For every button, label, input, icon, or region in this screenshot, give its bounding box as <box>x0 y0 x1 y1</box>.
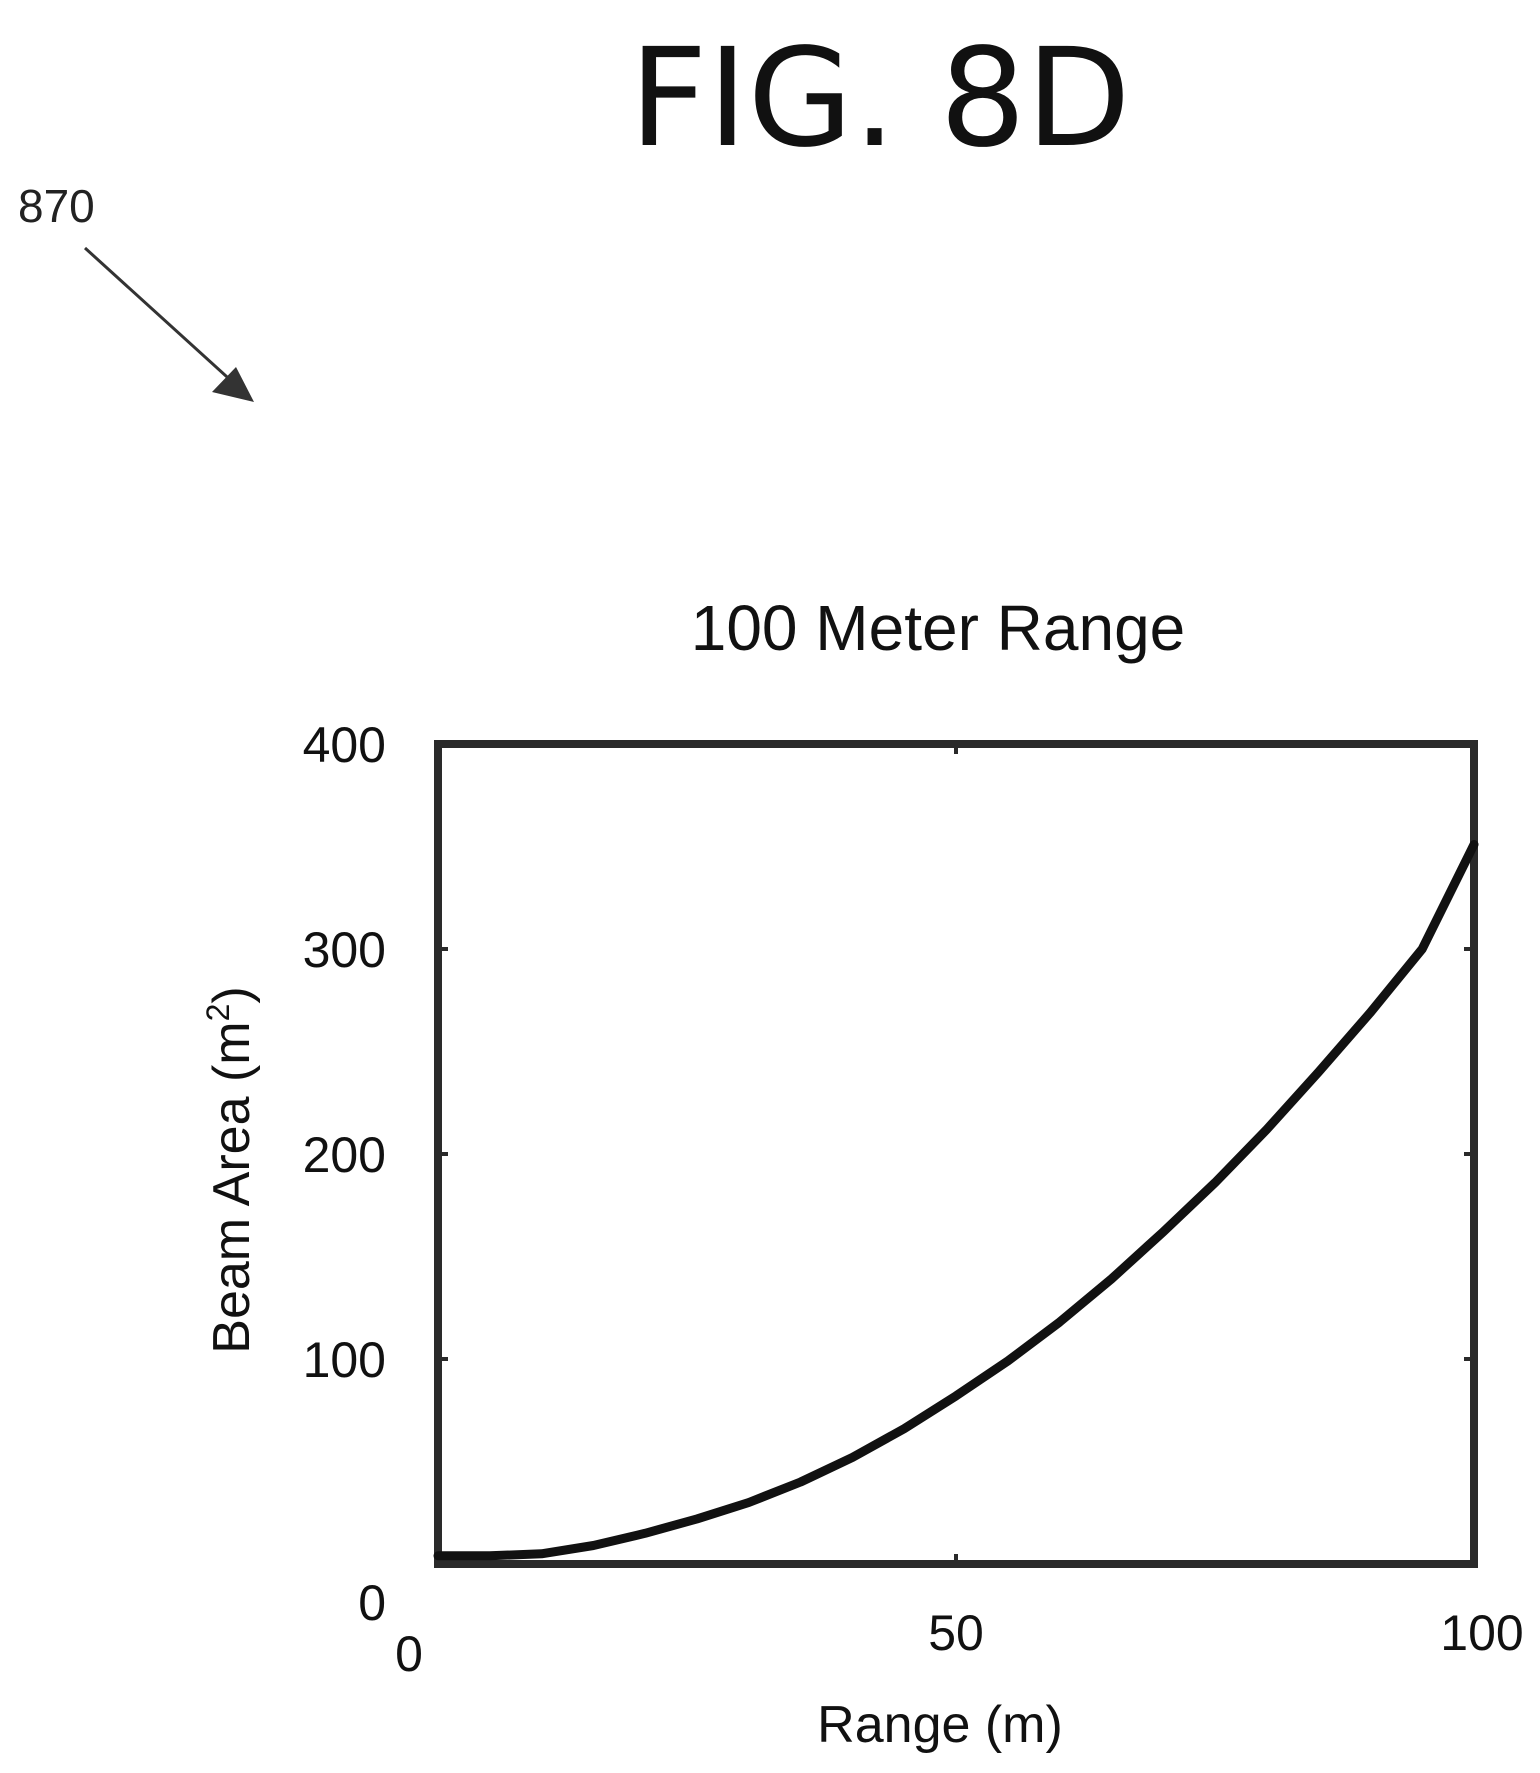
y-tick-label: 400 <box>303 717 386 773</box>
x-tick-label: 100 <box>1440 1605 1523 1661</box>
y-axis-label: Beam Area (m2) <box>200 986 261 1353</box>
series-line <box>433 840 1479 1561</box>
y-tick-label: 0 <box>358 1575 386 1631</box>
plot-frame <box>434 740 1478 1568</box>
reference-numeral: 870 <box>18 180 95 232</box>
figure-label: FIG. 8D <box>629 20 1130 178</box>
x-tick-label: 0 <box>395 1626 423 1682</box>
y-tick-label: 300 <box>303 922 386 978</box>
x-axis-label: Range (m) <box>817 1696 1063 1754</box>
y-tick-label: 200 <box>303 1127 386 1183</box>
plot-area: 0 100 200 300 400 0 50 100 <box>303 717 1524 1682</box>
x-tick-label: 50 <box>928 1605 984 1661</box>
chart-title: 100 Meter Range <box>691 592 1186 664</box>
reference-arrow <box>83 246 254 402</box>
y-tick-label: 100 <box>303 1332 386 1388</box>
